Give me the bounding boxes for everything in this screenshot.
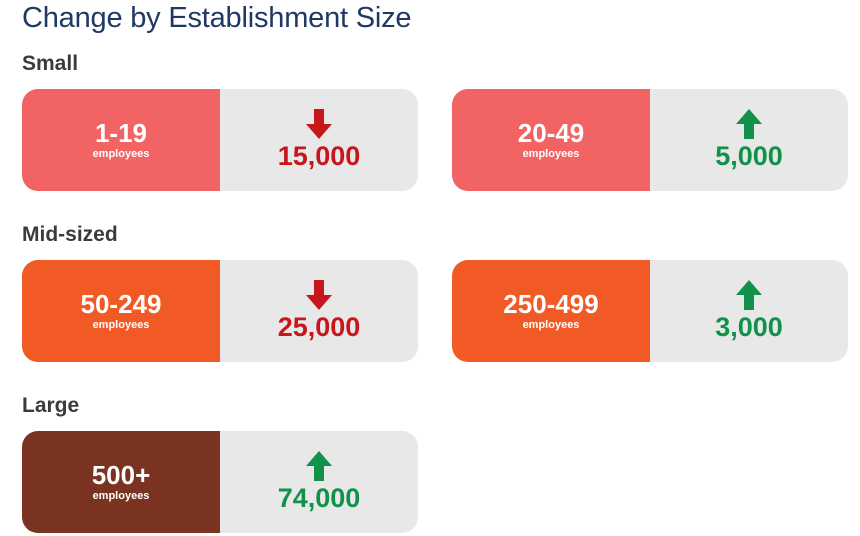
arrow-down-icon <box>306 109 332 139</box>
size-card-1-19: 1-19 employees 15,000 <box>22 89 418 191</box>
section-label-small: Small <box>22 52 79 75</box>
size-label: 1-19 <box>94 118 148 148</box>
size-panel: 500+ employees <box>22 431 220 533</box>
arrow-up-icon <box>736 280 762 310</box>
size-card-250-499: 250-499 employees 3,000 <box>452 260 848 362</box>
change-value: 5,000 <box>715 141 783 171</box>
arrow-down-icon <box>306 109 332 139</box>
change-panel: 74,000 <box>220 431 418 533</box>
arrow-up-icon <box>306 451 332 481</box>
change-panel: 25,000 <box>220 260 418 362</box>
size-panel: 50-249 employees <box>22 260 220 362</box>
size-panel: 250-499 employees <box>452 260 650 362</box>
size-card-50-249: 50-249 employees 25,000 <box>22 260 418 362</box>
size-label: 500+ <box>91 460 151 490</box>
unit-label: employees <box>522 319 580 331</box>
section-label-mid-sized: Mid-sized <box>22 223 118 246</box>
arrow-up-icon <box>306 451 332 481</box>
arrow-up-icon <box>736 280 762 310</box>
size-label: 50-249 <box>80 289 162 319</box>
change-value: 3,000 <box>715 312 783 342</box>
arrow-up-icon <box>736 109 762 139</box>
unit-label: employees <box>522 148 580 160</box>
arrow-up-icon <box>736 109 762 139</box>
change-panel: 15,000 <box>220 89 418 191</box>
unit-label: employees <box>92 490 150 502</box>
size-panel: 20-49 employees <box>452 89 650 191</box>
change-value: 15,000 <box>277 141 361 171</box>
unit-label: employees <box>92 148 150 160</box>
change-value: 74,000 <box>277 483 361 513</box>
change-panel: 5,000 <box>650 89 848 191</box>
size-card-20-49: 20-49 employees 5,000 <box>452 89 848 191</box>
size-card-500-plus: 500+ employees 74,000 <box>22 431 418 533</box>
size-label: 20-49 <box>517 118 585 148</box>
change-panel: 3,000 <box>650 260 848 362</box>
size-label: 250-499 <box>503 289 599 319</box>
size-panel: 1-19 employees <box>22 89 220 191</box>
section-label-large: Large <box>22 394 80 417</box>
chart-title: Change by Establishment Size <box>22 2 412 34</box>
arrow-down-icon <box>306 280 332 310</box>
unit-label: employees <box>92 319 150 331</box>
arrow-down-icon <box>306 280 332 310</box>
change-value: 25,000 <box>277 312 361 342</box>
